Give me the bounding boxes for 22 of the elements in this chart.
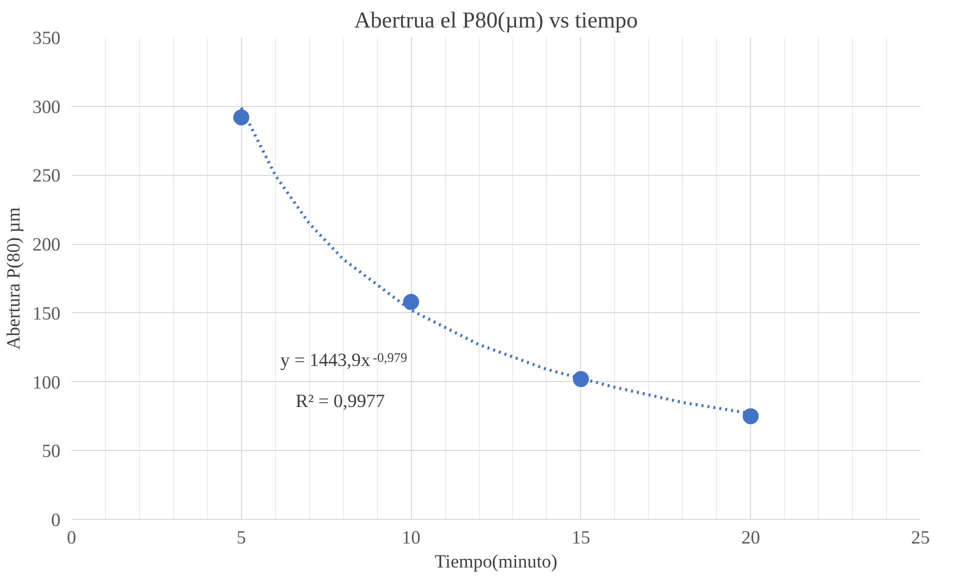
point bbox=[742, 408, 759, 424]
y-tick-label: 0 bbox=[51, 510, 60, 531]
x-tick-label: 10 bbox=[402, 528, 420, 548]
x-tick-label: 5 bbox=[236, 528, 246, 548]
y-tick-label: 250 bbox=[32, 166, 60, 187]
y-axis-title: Abertura P(80) µm bbox=[4, 206, 25, 350]
y-tick-label: 300 bbox=[32, 96, 60, 118]
y-tick-label: 100 bbox=[32, 372, 60, 394]
x-tick-label: 0 bbox=[66, 528, 76, 548]
y-tick-label: 50 bbox=[42, 441, 60, 462]
point bbox=[233, 109, 250, 126]
annotation: R² = 0,9977 bbox=[296, 391, 385, 412]
y-tick-label: 350 bbox=[32, 28, 60, 49]
x-tick-label: 15 bbox=[572, 528, 590, 548]
y-tick-label: 150 bbox=[32, 303, 60, 324]
chart-title: Abertrua el P80(µm) vs tiempo bbox=[354, 8, 638, 32]
point bbox=[572, 371, 589, 388]
x-tick-label: 20 bbox=[741, 528, 760, 548]
point bbox=[403, 294, 420, 310]
y-tick-label: 200 bbox=[32, 234, 60, 256]
x-tick-label: 25 bbox=[911, 528, 930, 548]
x-axis-title: Tiempo(minuto) bbox=[434, 552, 558, 572]
